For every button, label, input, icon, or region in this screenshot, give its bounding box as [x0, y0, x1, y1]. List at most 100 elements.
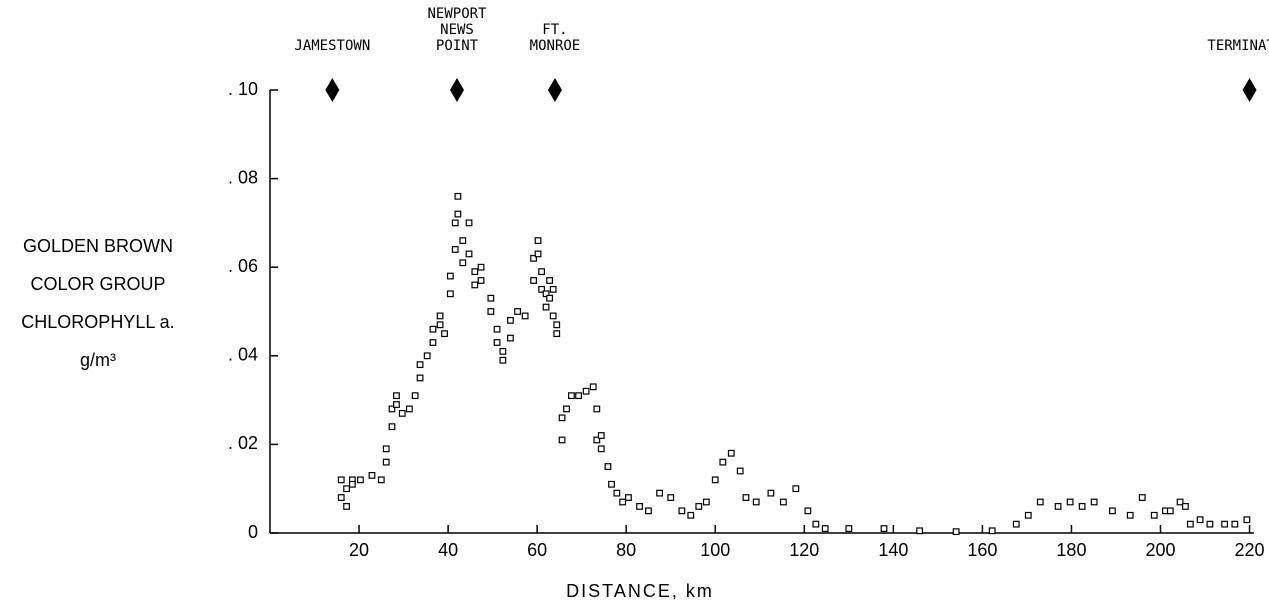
data-point [1186, 520, 1194, 528]
data-point [337, 494, 345, 501]
x-tick-label: 160 [967, 540, 997, 560]
data-point [487, 294, 495, 302]
data-point [695, 503, 703, 510]
data-point [1109, 507, 1116, 515]
data-point [678, 507, 686, 515]
data-point [429, 325, 437, 333]
x-tick-label: 140 [878, 540, 908, 560]
data-point [429, 339, 437, 346]
x-tick-label: 80 [616, 540, 636, 560]
data-point [459, 259, 467, 267]
data-point [613, 489, 621, 497]
data-point [493, 339, 501, 346]
station-label: TERMINATOR [1207, 38, 1269, 54]
data-point [393, 392, 400, 400]
data-point [348, 480, 356, 488]
data-point [767, 489, 775, 497]
x-tick-label: 60 [527, 540, 547, 560]
data-point [880, 525, 888, 532]
data-point [398, 409, 406, 417]
data-point [589, 383, 597, 391]
data-point [471, 281, 479, 289]
data-point [477, 263, 485, 271]
data-point [711, 476, 719, 484]
data-point [597, 445, 605, 453]
data-point [742, 494, 750, 501]
data-point [436, 321, 444, 329]
data-point [423, 352, 431, 360]
station-marker [547, 78, 562, 102]
data-point [1243, 516, 1251, 524]
data-point [1012, 520, 1020, 528]
data-point [436, 312, 444, 320]
y-tick-label: 0 [248, 522, 258, 542]
data-point [493, 325, 501, 333]
data-point [608, 480, 615, 488]
data-point [530, 254, 537, 262]
data-point [593, 436, 601, 444]
data-point [952, 528, 960, 536]
x-tick-label: 120 [789, 540, 819, 560]
station-label: NEWS [440, 22, 474, 38]
data-point [752, 498, 760, 506]
data-point [1206, 520, 1214, 528]
data-point [343, 503, 350, 510]
x-tick-label: 100 [700, 540, 730, 560]
data-point [377, 476, 385, 484]
data-point [1231, 520, 1239, 528]
data-point [1138, 494, 1146, 501]
data-point [382, 458, 390, 466]
data-point [477, 277, 485, 284]
y-axis-label: GOLDEN BROWN [23, 236, 173, 256]
data-point [988, 527, 996, 535]
y-axis-label: COLOR GROUP [30, 274, 165, 294]
data-point [645, 507, 652, 515]
data-point [459, 237, 467, 245]
x-tick-label: 200 [1145, 540, 1175, 560]
data-point [575, 392, 582, 400]
y-tick-label: . 04 [228, 345, 258, 365]
data-point [563, 405, 570, 413]
data-point [356, 476, 364, 484]
data-point [812, 520, 820, 528]
data-point [1196, 516, 1204, 524]
data-point [507, 334, 514, 342]
data-point [521, 312, 529, 320]
data-point [538, 268, 546, 276]
data-point [546, 277, 554, 284]
data-point [804, 507, 812, 515]
data-point [845, 525, 853, 532]
x-tick-label: 220 [1235, 540, 1265, 560]
y-tick-label: . 08 [228, 167, 258, 187]
data-point [542, 303, 550, 311]
data-point [792, 485, 800, 493]
data-point [343, 485, 350, 493]
data-point [388, 405, 396, 413]
data-point [779, 498, 787, 506]
y-tick-label: . 10 [228, 79, 258, 99]
data-point [1221, 520, 1229, 528]
data-point [411, 392, 419, 400]
y-tick-label: . 02 [228, 433, 258, 453]
data-point [1150, 511, 1158, 519]
data-point [546, 294, 554, 302]
station-label: FT. [542, 22, 567, 38]
data-point [619, 498, 627, 506]
data-point [446, 290, 454, 298]
data-point [405, 405, 413, 413]
data-point [558, 436, 566, 444]
data-point [454, 192, 462, 200]
data-point [593, 405, 601, 413]
x-tick-label: 180 [1056, 540, 1086, 560]
data-point [821, 525, 829, 532]
data-point [1182, 503, 1189, 510]
data-point [667, 494, 675, 501]
data-point [727, 449, 735, 457]
data-point [549, 285, 557, 293]
data-point [568, 392, 575, 400]
data-point [388, 423, 396, 431]
data-point [1090, 498, 1098, 506]
station-label: MONROE [530, 38, 581, 54]
data-point [656, 489, 663, 497]
